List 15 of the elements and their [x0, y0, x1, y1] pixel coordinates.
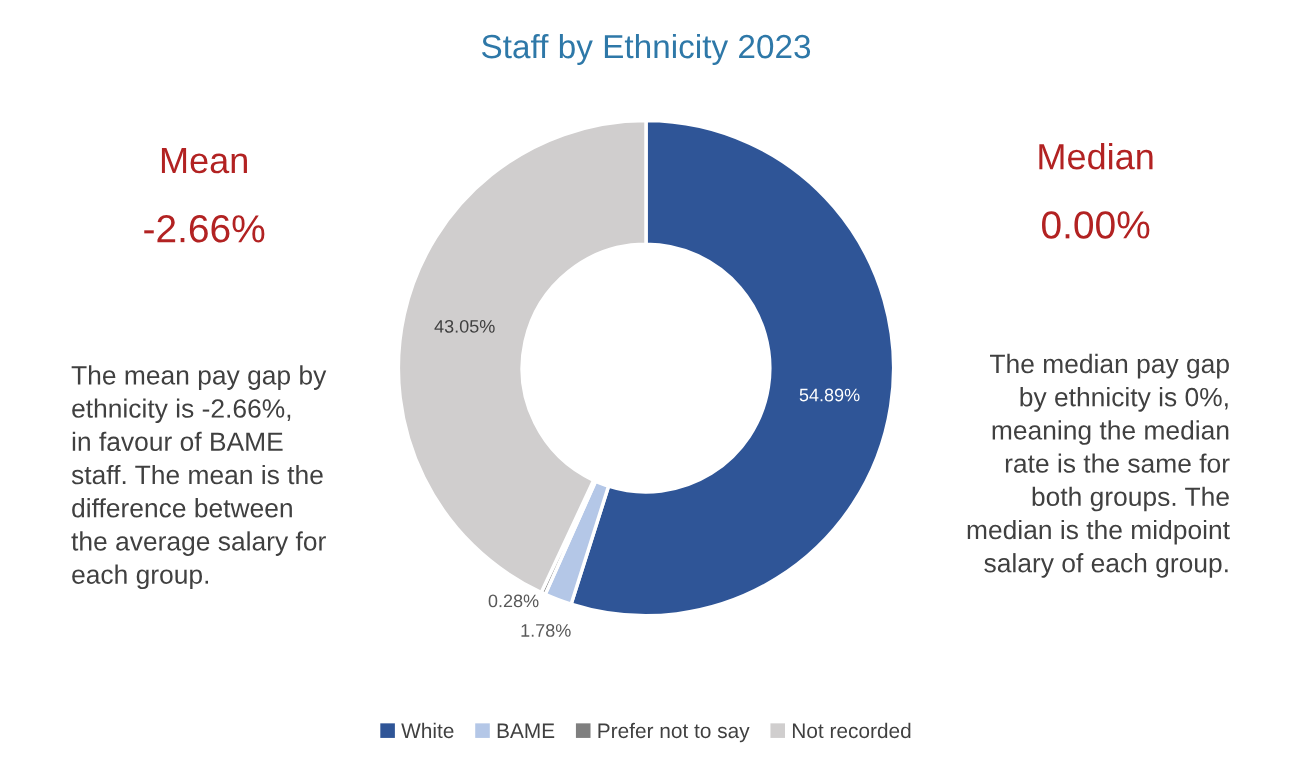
text: -2.66% [144, 215, 265, 243]
text: Median [1039, 142, 1153, 170]
legend-label: BAME [497, 723, 555, 738]
data-label: 1.78% [521, 624, 571, 637]
legend-label: Not recorded [792, 722, 911, 739]
data-label: 54.89% [799, 388, 860, 402]
data-label: 43.05% [434, 319, 495, 333]
chart-title: Staff by Ethnicity 2023 [481, 33, 811, 65]
legend-label: Prefer not to say [598, 722, 750, 743]
text: 0.00% [1042, 211, 1150, 239]
legend-label: White [401, 722, 454, 739]
text: Mean [161, 148, 247, 174]
text: The median pay gap by ethnicity is 0%, meaning the median rate is the same for both groups. The median is the midpoint salary of each group. [967, 353, 1230, 578]
text: The mean pay gap by ethnicity is -2.66%, in favour of BAME staff. The mean is the difference between the average salary for each group. [71, 365, 327, 590]
data-label: 0.28% [488, 594, 539, 608]
